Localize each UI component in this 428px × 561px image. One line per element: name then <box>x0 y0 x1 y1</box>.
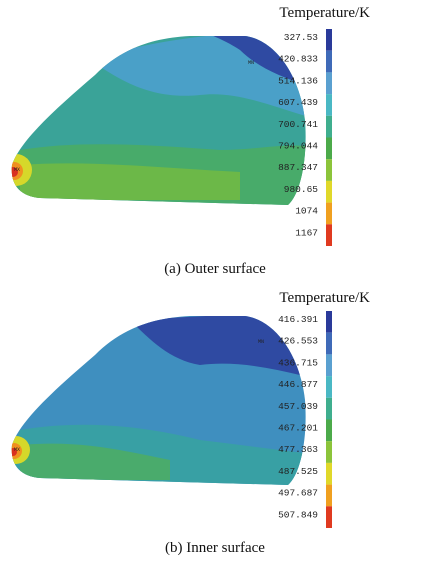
scale-swatch <box>326 203 332 225</box>
scale-label: 607.439 <box>278 97 318 108</box>
scale-swatch <box>326 224 332 246</box>
max-marker: MX <box>14 447 20 453</box>
scale-label: 446.877 <box>278 379 318 390</box>
scale-label: 980.65 <box>284 184 319 195</box>
scale-label: 327.53 <box>284 32 319 43</box>
scale-swatch <box>326 441 332 463</box>
scale-label: 1074 <box>295 206 318 217</box>
scale-swatch <box>326 94 332 116</box>
scale-label: 487.525 <box>278 466 318 477</box>
scale-swatch <box>326 485 332 507</box>
scale-swatch <box>326 159 332 181</box>
caption: (a) Outer surface <box>164 261 266 277</box>
scale-label: 794.044 <box>278 141 318 152</box>
scale-label: 436.715 <box>278 357 318 368</box>
scale-label: 514.136 <box>278 75 318 86</box>
max-marker: MX <box>14 167 20 173</box>
scale-label: 467.201 <box>278 423 318 434</box>
min-marker: MN <box>248 60 254 66</box>
scale-swatch <box>326 506 332 528</box>
scale-swatch <box>326 398 332 420</box>
scale-swatch <box>326 181 332 203</box>
scale-label: 887.347 <box>278 162 318 173</box>
scale-label: 507.849 <box>278 509 318 520</box>
scale-label: 700.741 <box>278 119 318 130</box>
outer-surface-contour <box>0 20 320 220</box>
scale-swatch <box>326 420 332 442</box>
scale-swatch <box>326 116 332 138</box>
scale-label: 420.833 <box>278 54 318 65</box>
scale-swatch <box>326 333 332 355</box>
legend-title: Temperature/K <box>279 5 370 21</box>
scale-swatch <box>326 354 332 376</box>
scale-swatch <box>326 29 332 51</box>
legend-title: Temperature/K <box>279 290 370 306</box>
scale-swatch <box>326 72 332 94</box>
scale-label: 457.039 <box>278 401 318 412</box>
scale-label: 1167 <box>295 227 318 238</box>
scale-swatch <box>326 311 332 333</box>
caption: (b) Inner surface <box>165 540 265 556</box>
scale-swatch <box>326 51 332 73</box>
inner-surface-contour <box>0 300 320 500</box>
page: {"panels": [ {"legend_title": "Temperatu… <box>0 0 428 561</box>
scale-swatch <box>326 138 332 160</box>
scale-label: 497.687 <box>278 488 318 499</box>
min-marker: MN <box>258 339 264 345</box>
scale-label: 426.553 <box>278 336 318 347</box>
figure: Temperature/K 327.53 420.833 514.136 607.439… <box>0 0 428 561</box>
scale-swatch <box>326 376 332 398</box>
scale-label: 416.391 <box>278 314 318 325</box>
scale-swatch <box>326 463 332 485</box>
scale-label: 477.363 <box>278 444 318 455</box>
